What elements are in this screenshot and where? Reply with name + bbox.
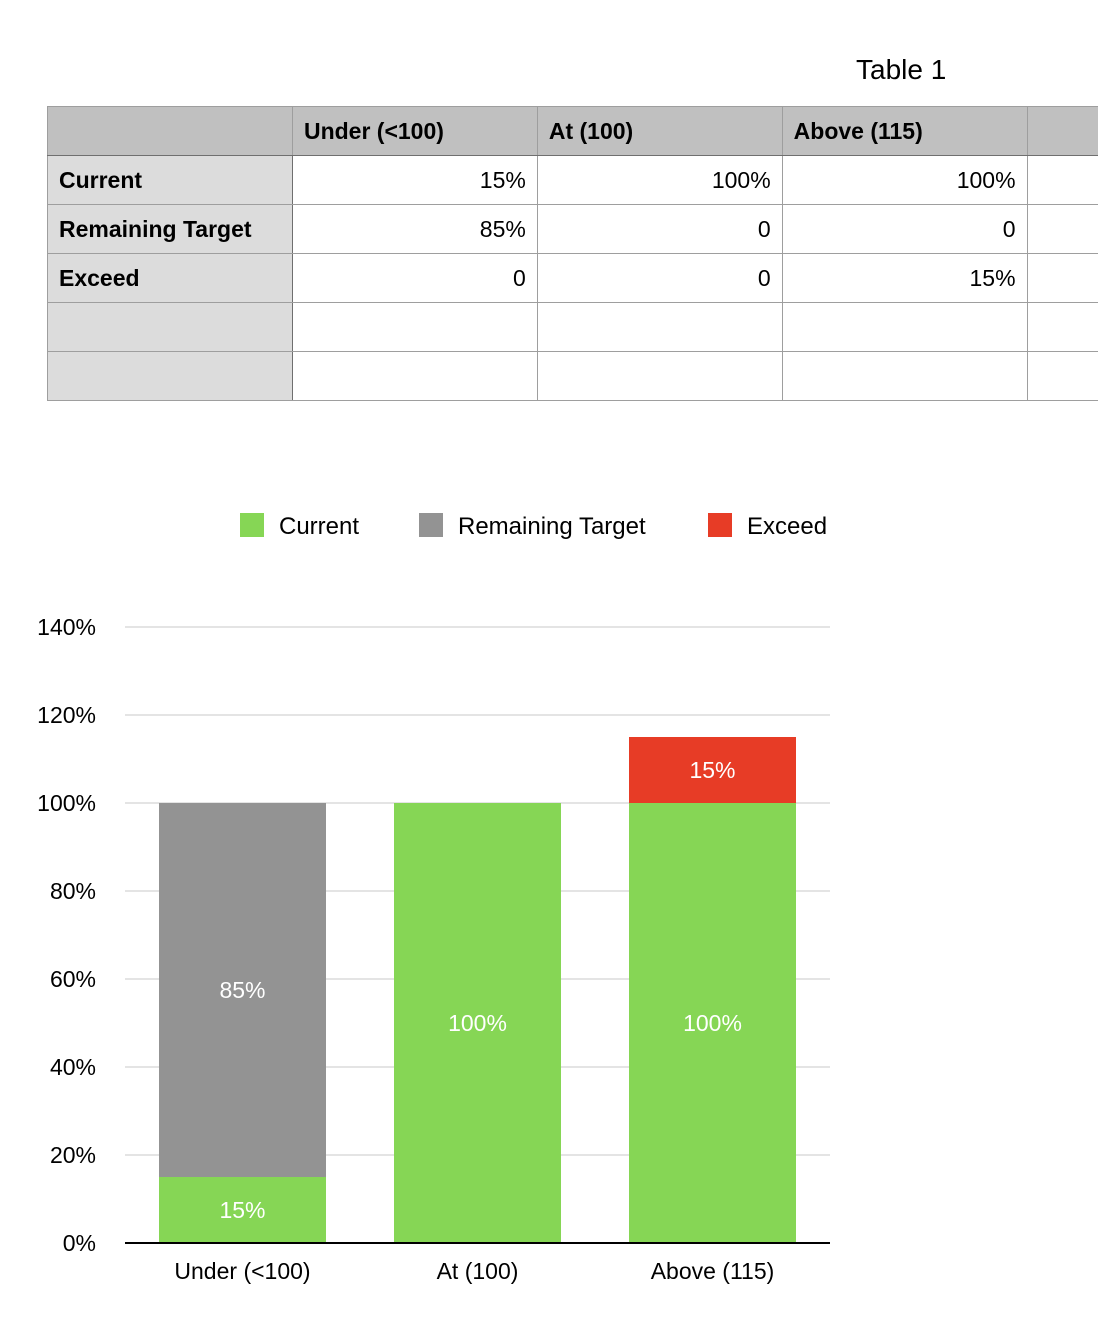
table-row: Remaining Target 85% 0 0 bbox=[47, 204, 1098, 254]
legend-item-current[interactable]: Current bbox=[240, 513, 359, 540]
table-cell[interactable]: 100% bbox=[781, 155, 1028, 205]
table-corner-cell[interactable] bbox=[47, 106, 293, 156]
y-tick-label: 40% bbox=[50, 1054, 96, 1080]
table-row bbox=[47, 351, 1098, 401]
bar-remaining-target-under-100[interactable] bbox=[159, 803, 326, 1177]
column-header-above[interactable]: Above (115) bbox=[781, 106, 1028, 156]
table-title: Table 1 bbox=[856, 54, 947, 85]
data-label: 15% bbox=[689, 757, 735, 783]
table-cell[interactable] bbox=[781, 351, 1028, 401]
y-tick-label: 120% bbox=[37, 702, 96, 728]
table-row bbox=[47, 302, 1098, 352]
column-header-under[interactable]: Under (<100) bbox=[291, 106, 538, 156]
x-tick-label: Above (115) bbox=[651, 1258, 775, 1284]
legend-label: Exceed bbox=[747, 513, 827, 540]
table-cell[interactable]: 0 bbox=[291, 253, 538, 303]
table-cell[interactable] bbox=[536, 302, 783, 352]
x-tick-label: At (100) bbox=[437, 1258, 519, 1284]
table-cell[interactable] bbox=[1026, 204, 1098, 254]
y-tick-label: 140% bbox=[37, 614, 96, 640]
legend-label: Current bbox=[279, 513, 359, 540]
row-header-remaining-target[interactable]: Remaining Target bbox=[47, 204, 293, 254]
bar-current-above-115[interactable] bbox=[629, 803, 796, 1243]
table-row: Current 15% 100% 100% bbox=[47, 155, 1098, 205]
row-header-empty[interactable] bbox=[47, 351, 293, 401]
table-cell[interactable] bbox=[1026, 351, 1098, 401]
legend-label: Remaining Target bbox=[458, 513, 646, 540]
chart-legend: Current Remaining Target Exceed bbox=[240, 513, 827, 540]
table-cell[interactable]: 15% bbox=[291, 155, 538, 205]
x-axis: Under (<100) At (100) Above (115) bbox=[125, 1242, 830, 1284]
table-cell[interactable]: 0 bbox=[536, 253, 783, 303]
table-cell[interactable] bbox=[1026, 155, 1098, 205]
legend-item-exceed[interactable]: Exceed bbox=[708, 513, 827, 540]
table-cell[interactable] bbox=[291, 302, 538, 352]
data-table: Under (<100) At (100) Above (115) Curren… bbox=[47, 106, 1098, 401]
table-cell[interactable] bbox=[291, 351, 538, 401]
table-row: Exceed 0 0 15% bbox=[47, 253, 1098, 303]
data-label: 100% bbox=[448, 1010, 507, 1036]
legend-swatch bbox=[240, 513, 264, 537]
table-cell[interactable]: 85% bbox=[291, 204, 538, 254]
y-tick-label: 100% bbox=[37, 790, 96, 816]
data-label: 100% bbox=[683, 1010, 742, 1036]
chart-data-labels: 15% 85% 100% 100% 15% bbox=[219, 757, 741, 1223]
table-cell[interactable]: 0 bbox=[781, 204, 1028, 254]
table-cell[interactable] bbox=[1026, 253, 1098, 303]
data-label: 15% bbox=[219, 1197, 265, 1223]
table-cell[interactable]: 100% bbox=[536, 155, 783, 205]
y-tick-label: 80% bbox=[50, 878, 96, 904]
table-header-row: Under (<100) At (100) Above (115) bbox=[47, 106, 1098, 156]
row-header-current[interactable]: Current bbox=[47, 155, 293, 205]
bar-current-at-100[interactable] bbox=[394, 803, 561, 1243]
y-tick-label: 60% bbox=[50, 966, 96, 992]
chart-bars bbox=[159, 737, 796, 1243]
table-cell[interactable] bbox=[536, 351, 783, 401]
y-tick-label: 0% bbox=[63, 1230, 96, 1256]
table-cell[interactable]: 15% bbox=[781, 253, 1028, 303]
bar-exceed-above-115[interactable] bbox=[629, 737, 796, 803]
legend-swatch bbox=[419, 513, 443, 537]
table-cell[interactable]: 0 bbox=[536, 204, 783, 254]
data-label: 85% bbox=[219, 977, 265, 1003]
table-cell[interactable] bbox=[781, 302, 1028, 352]
legend-swatch bbox=[708, 513, 732, 537]
row-header-empty[interactable] bbox=[47, 302, 293, 352]
legend-item-remaining-target[interactable]: Remaining Target bbox=[419, 513, 646, 540]
y-axis-tick-labels: 0% 20% 40% 60% 80% 100% 120% 140% bbox=[37, 614, 96, 1256]
row-header-exceed[interactable]: Exceed bbox=[47, 253, 293, 303]
y-tick-label: 20% bbox=[50, 1142, 96, 1168]
bar-current-under-100[interactable] bbox=[159, 1177, 326, 1243]
x-tick-label: Under (<100) bbox=[174, 1258, 310, 1284]
table-cell[interactable] bbox=[1026, 302, 1098, 352]
